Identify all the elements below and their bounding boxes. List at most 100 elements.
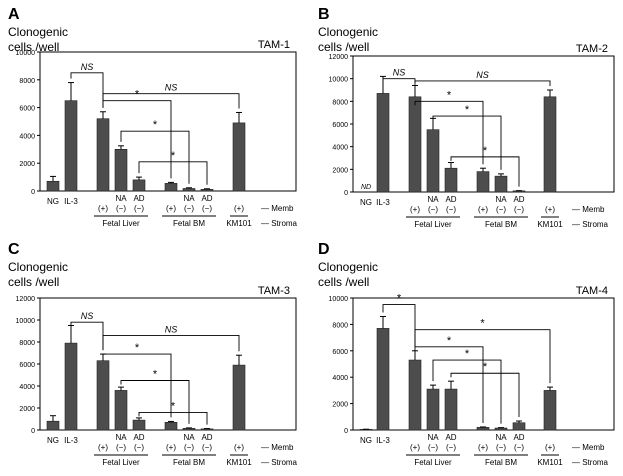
- significance-label: NS: [476, 70, 489, 80]
- significance-bracket: [120, 380, 190, 424]
- y-tick-label: 2000: [332, 402, 348, 409]
- bar: [96, 118, 110, 192]
- significance-label: NS: [165, 324, 178, 334]
- plot-frame: [39, 297, 297, 431]
- y-tick-label: 12000: [329, 54, 349, 61]
- group-label: Fetal BM: [485, 458, 517, 467]
- significance-label: *: [465, 104, 470, 116]
- bar: [132, 179, 146, 192]
- y-axis-label: Clonogenic: [318, 260, 378, 274]
- x-tick-label: (+): [410, 205, 420, 214]
- y-tick-label: 8000: [19, 340, 35, 347]
- group-label: KM101: [226, 219, 252, 228]
- y-tick-label: 8000: [332, 322, 348, 329]
- y-tick-label: 6000: [19, 362, 35, 369]
- significance-label: *: [447, 335, 452, 347]
- group-label: Fetal BM: [485, 220, 517, 229]
- bar: [426, 129, 440, 193]
- x-tick-label: AD: [133, 194, 144, 203]
- x-tick-label: NA: [115, 433, 127, 442]
- x-tick-label: (+): [234, 204, 244, 213]
- x-tick-label: (−): [202, 204, 212, 213]
- x-tick-label: IL-3: [64, 436, 78, 445]
- bar: [96, 360, 110, 431]
- bar: [543, 390, 557, 431]
- stroma-legend: — Stroma: [572, 458, 609, 467]
- significance-bracket: [432, 115, 502, 170]
- bar: [512, 422, 526, 431]
- y-axis-label: Clonogenic: [8, 25, 68, 39]
- y-tick-label: 0: [31, 189, 35, 196]
- x-tick-label: (−): [446, 205, 456, 214]
- bar: [164, 421, 178, 431]
- significance-label: NS: [393, 68, 406, 78]
- significance-bracket: [382, 78, 416, 83]
- significance-label: *: [447, 89, 452, 101]
- chart-title: TAM-3: [258, 285, 290, 297]
- significance-label: NS: [81, 311, 94, 321]
- significance-bracket: [138, 411, 208, 425]
- x-tick-label: (−): [428, 205, 438, 214]
- bar: [164, 183, 178, 192]
- x-tick-label: (+): [478, 443, 488, 452]
- y-axis-label: Clonogenic: [8, 260, 68, 274]
- x-tick-label: AD: [445, 195, 456, 204]
- x-tick-label: AD: [133, 433, 144, 442]
- significance-bracket: [414, 100, 484, 165]
- memb-legend: — Memb: [572, 205, 605, 214]
- x-tick-label: (−): [446, 443, 456, 452]
- significance-label: *: [397, 293, 402, 305]
- x-tick-label: (+): [410, 443, 420, 452]
- panel-letter: A: [8, 6, 20, 23]
- y-tick-label: 10000: [329, 77, 349, 84]
- significance-bracket: [450, 372, 520, 418]
- group-label: KM101: [537, 220, 563, 229]
- y-axis-label: cells /well: [318, 275, 369, 289]
- significance-label: *: [135, 89, 140, 101]
- significance-bracket: [138, 161, 208, 185]
- x-tick-label: NG: [360, 436, 372, 445]
- nd-label: ND: [361, 184, 371, 191]
- significance-bracket: [102, 334, 240, 352]
- x-tick-label: AD: [513, 433, 524, 442]
- bar: [182, 188, 196, 192]
- x-tick-label: (+): [545, 205, 555, 214]
- y-tick-label: 0: [344, 428, 348, 435]
- y-axis-label: cells /well: [8, 40, 59, 54]
- bar: [444, 167, 458, 193]
- bar: [376, 328, 390, 431]
- x-tick-label: (+): [234, 443, 244, 452]
- significance-bracket: [414, 80, 551, 86]
- x-tick-label: (−): [514, 443, 524, 452]
- bar: [46, 180, 60, 192]
- significance-label: *: [171, 150, 176, 162]
- x-tick-label: (+): [166, 443, 176, 452]
- bar: [114, 149, 128, 192]
- x-tick-label: (−): [496, 205, 506, 214]
- y-tick-label: 0: [344, 190, 348, 197]
- y-tick-label: 6000: [332, 122, 348, 129]
- chart-title: TAM-1: [258, 39, 290, 51]
- x-tick-label: NA: [183, 433, 195, 442]
- x-tick-label: NA: [183, 194, 195, 203]
- significance-bracket: [102, 100, 172, 179]
- bar: [444, 388, 458, 431]
- chart-title: TAM-2: [576, 43, 608, 55]
- y-tick-label: 2000: [332, 167, 348, 174]
- x-tick-label: NG: [47, 436, 59, 445]
- bar: [426, 388, 440, 431]
- significance-bracket: [70, 72, 104, 108]
- bar: [200, 189, 214, 192]
- bar: [408, 96, 422, 193]
- significance-label: NS: [165, 83, 178, 93]
- bar: [64, 342, 78, 431]
- bar: [494, 427, 508, 431]
- significance-bracket: [414, 346, 484, 423]
- x-tick-label: (+): [545, 443, 555, 452]
- stroma-legend: — Stroma: [572, 220, 609, 229]
- significance-label: *: [483, 145, 488, 157]
- significance-label: *: [153, 369, 158, 381]
- group-label: KM101: [537, 458, 563, 467]
- x-tick-label: (−): [134, 443, 144, 452]
